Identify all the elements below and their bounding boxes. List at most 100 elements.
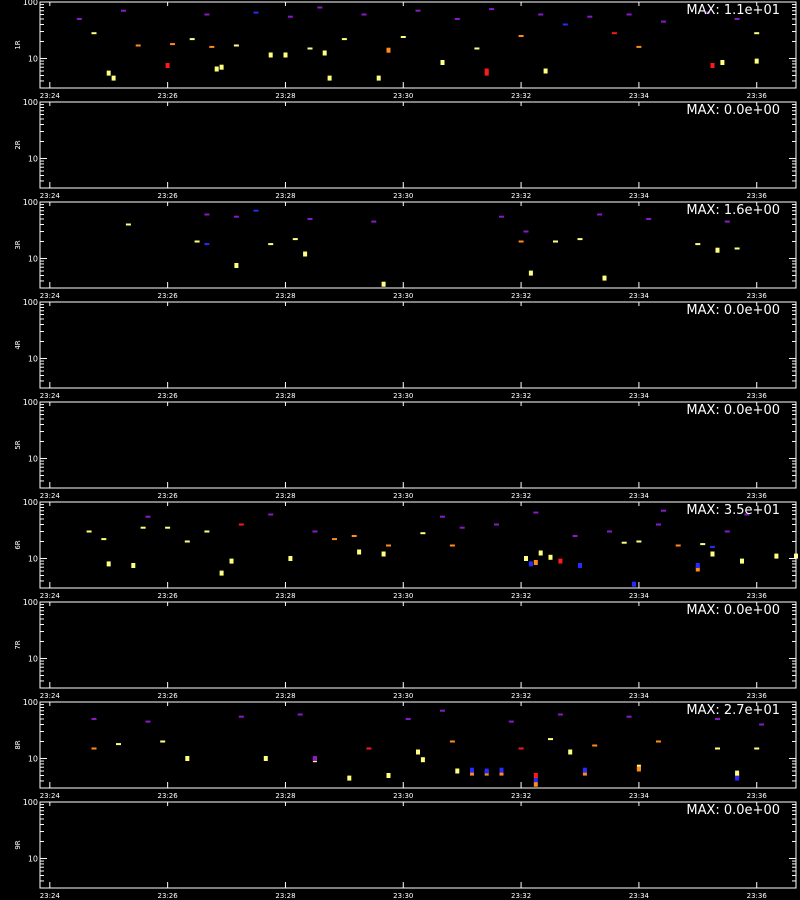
data-cell-24: [341, 38, 347, 41]
data-cell-7: [484, 768, 489, 774]
data-cell-35: [204, 13, 210, 16]
x-tick-label-5: 23:34: [629, 692, 650, 700]
data-cell-16: [710, 545, 715, 548]
plot-frame: [39, 201, 797, 289]
data-cell-36: [754, 747, 760, 750]
data-cell-9: [376, 75, 381, 81]
max-label: MAX: 0.0e+00: [686, 103, 780, 118]
data-cell-35: [715, 747, 720, 750]
panel-5r: 100 10 23:24 23:26 23:28 23:30 23:32 23:34 23:36…: [14, 398, 797, 500]
y-tick-label-1: 10: [28, 54, 38, 63]
data-cell-32: [754, 32, 760, 35]
data-cell-24: [204, 243, 210, 246]
x-tick-label-1: 23:26: [158, 92, 179, 100]
x-tick-label-5: 23:34: [629, 392, 650, 400]
data-cell-39: [361, 13, 367, 16]
data-cell-3: [214, 66, 219, 72]
data-cell-20: [185, 756, 190, 761]
y-tick-label-1: 10: [28, 354, 38, 363]
data-cell-48: [705, 11, 711, 14]
panel-label: 9R: [14, 840, 22, 849]
data-cell-30: [611, 32, 617, 35]
data-cell-2: [528, 270, 533, 276]
data-cell-17: [710, 551, 715, 557]
data-cell-7: [268, 243, 274, 246]
data-cell-18: [307, 218, 313, 220]
y-tick-label-1: 10: [28, 154, 38, 163]
x-tick-label-1: 23:26: [158, 392, 179, 400]
data-cell-27: [675, 544, 681, 547]
panel-7r: 100 10 23:24 23:26 23:28 23:30 23:32 23:34 23:36…: [14, 598, 797, 700]
data-cell-49: [661, 509, 666, 512]
data-cell-9: [499, 767, 504, 773]
y-tick-label-0: 100: [23, 98, 38, 107]
x-tick-label-4: 23:32: [511, 792, 531, 800]
x-tick-label-3: 23:30: [393, 692, 413, 700]
x-tick-label-1: 23:26: [158, 492, 179, 500]
data-cell-28: [474, 47, 480, 50]
x-tick-label-3: 23:30: [393, 892, 413, 900]
data-cell-37: [91, 718, 97, 720]
data-cell-11: [484, 70, 489, 76]
panel-label: 3R: [14, 240, 22, 249]
data-cell-14: [695, 566, 700, 572]
data-cell-46: [715, 718, 720, 720]
data-cell-6: [283, 52, 288, 58]
data-cell-49: [734, 18, 740, 20]
data-cell-23: [307, 47, 313, 50]
plot-frame: [39, 1, 797, 89]
data-cell-22: [646, 218, 652, 220]
y-tick-label-0: 100: [23, 0, 38, 7]
data-cell-30: [518, 747, 524, 750]
data-cell-8: [292, 238, 298, 241]
data-cell-6: [194, 240, 200, 243]
data-cell-42: [440, 709, 445, 712]
data-cell-23: [312, 756, 317, 761]
data-cell-6: [524, 556, 528, 561]
x-tick-label-4: 23:32: [511, 292, 531, 300]
data-cell-3: [602, 275, 607, 281]
x-tick-label-2: 23:28: [275, 92, 295, 100]
data-cell-1: [381, 281, 386, 287]
data-cell-4: [470, 770, 474, 776]
data-cell-47: [661, 20, 666, 23]
x-tick-label-6: 23:36: [747, 92, 768, 100]
data-cell-7: [528, 561, 533, 567]
x-tick-label-0: 23:24: [40, 892, 61, 900]
data-cell-39: [238, 715, 244, 718]
max-label: MAX: 0.0e+00: [686, 403, 780, 418]
data-cell-31: [548, 738, 553, 741]
data-cell-39: [459, 526, 465, 529]
x-tick-label-0: 23:24: [40, 92, 61, 100]
data-cell-38: [145, 720, 151, 723]
data-cell-2: [219, 570, 224, 576]
panel-label: 1R: [14, 40, 22, 49]
x-tick-label-6: 23:36: [747, 392, 768, 400]
x-tick-label-3: 23:30: [393, 492, 413, 500]
max-label: MAX: 0.0e+00: [686, 603, 780, 618]
x-tick-label-5: 23:34: [629, 492, 650, 500]
x-tick-label-1: 23:26: [158, 592, 179, 600]
x-tick-label-5: 23:34: [629, 92, 650, 100]
x-tick-label-0: 23:24: [40, 292, 61, 300]
y-tick-label-1: 10: [28, 254, 38, 263]
data-cell-25: [523, 230, 529, 233]
panel-2r: 100 10 23:24 23:26 23:28 23:30 23:32 23:34 23:36…: [14, 98, 797, 200]
data-cell-38: [317, 6, 323, 9]
plot-frame: [39, 801, 797, 889]
x-tick-label-6: 23:36: [747, 692, 768, 700]
x-tick-label-3: 23:30: [393, 192, 413, 200]
x-tick-label-0: 23:24: [40, 592, 61, 600]
data-cell-13: [695, 243, 701, 246]
data-cell-10: [553, 240, 558, 243]
data-cell-30: [621, 541, 627, 544]
data-cell-18: [735, 775, 740, 781]
data-cell-4: [288, 556, 293, 561]
data-cell-24: [416, 749, 420, 755]
y-tick-label-0: 100: [23, 298, 38, 307]
data-cell-31: [86, 530, 92, 533]
panel-1r: 100 10 23:24 23:26 23:28 23:30 23:32 23:34 23:36…: [14, 0, 797, 100]
data-cell-23: [724, 220, 730, 223]
data-cell-19: [170, 43, 175, 46]
data-cell-12: [577, 238, 583, 241]
